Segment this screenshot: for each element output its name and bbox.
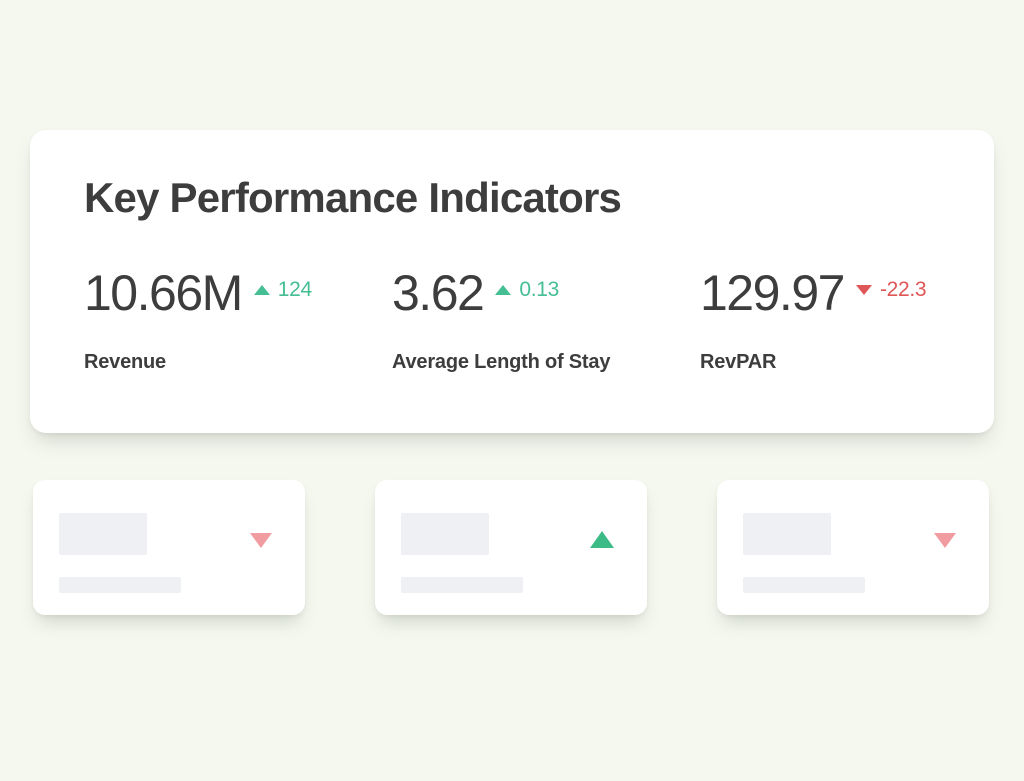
metric-average-length-of-stay: 3.62 0.13 Average Length of Stay — [392, 268, 700, 374]
metric-label: RevPAR — [700, 351, 777, 374]
delta-indicator: 124 — [253, 278, 312, 302]
up-triangle-icon — [495, 285, 512, 296]
metric-revpar: 129.97 -22.3 RevPAR — [700, 268, 964, 374]
metric-label: Revenue — [84, 351, 166, 374]
skeleton-label-bar — [59, 577, 181, 593]
kpi-card-title: Key Performance Indicators — [84, 174, 622, 221]
kpi-card: Key Performance Indicators 10.66M 124 Re… — [30, 130, 994, 433]
placeholder-card — [375, 480, 647, 615]
skeleton-value-block — [59, 513, 147, 555]
skeleton-label-bar — [401, 577, 523, 593]
up-triangle-icon — [590, 531, 614, 548]
kpi-metrics-row: 10.66M 124 Revenue 3.62 0.13 Average Len… — [84, 268, 964, 374]
metric-value: 10.66M — [84, 265, 243, 322]
metric-value: 3.62 — [392, 265, 485, 322]
up-triangle-icon — [253, 285, 270, 296]
down-triangle-icon — [934, 533, 956, 548]
delta-indicator: -22.3 — [855, 278, 927, 302]
placeholder-card-row — [33, 480, 989, 615]
skeleton-value-block — [743, 513, 831, 555]
metric-label: Average Length of Stay — [392, 351, 611, 374]
placeholder-card — [717, 480, 989, 615]
skeleton-label-bar — [743, 577, 865, 593]
delta-indicator: 0.13 — [495, 278, 559, 302]
placeholder-card — [33, 480, 305, 615]
metric-value: 129.97 — [700, 265, 845, 322]
down-triangle-icon — [855, 285, 872, 296]
delta-value: 0.13 — [519, 278, 560, 302]
down-triangle-icon — [250, 533, 272, 548]
metric-revenue: 10.66M 124 Revenue — [84, 268, 392, 374]
delta-value: -22.3 — [879, 278, 927, 302]
skeleton-value-block — [401, 513, 489, 555]
delta-value: 124 — [277, 278, 312, 302]
